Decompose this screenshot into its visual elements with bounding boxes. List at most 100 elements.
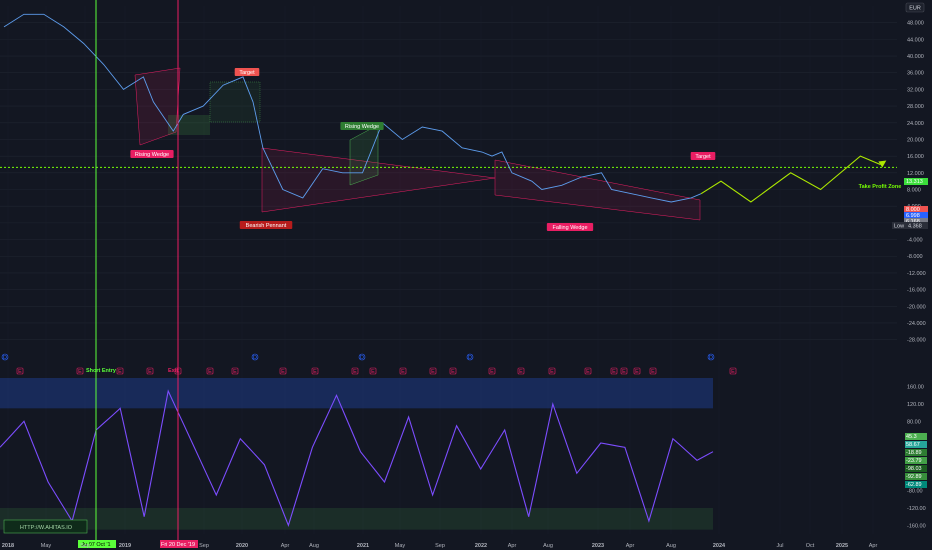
event-marker: [231, 367, 239, 375]
x-tick-label: Apr: [508, 543, 517, 549]
osc-side-badge: [905, 465, 927, 472]
osc-side-value: 45.3: [906, 434, 917, 440]
osc-side-value: -62.89: [906, 482, 922, 488]
osc-side-badge: [905, 473, 927, 480]
target-zone: [168, 115, 210, 135]
event-marker: [369, 367, 377, 375]
x-tick-label: Sep: [80, 543, 90, 549]
event-marker-label: E: [78, 369, 82, 375]
x-tick-label: Aug: [309, 543, 319, 549]
annotation-label: Take Profit Zone: [859, 184, 902, 190]
event-marker: [729, 367, 737, 375]
event-marker-label: D: [468, 355, 472, 361]
target-zone-outline: [209, 81, 261, 123]
osc-side-value: -98.03: [906, 466, 922, 472]
event-marker-label: E: [586, 369, 590, 375]
rising-wedge-zone: [134, 67, 181, 146]
osc-side-badge: [905, 433, 927, 440]
event-marker: [449, 367, 457, 375]
watermark-box: [3, 519, 88, 534]
event-marker: [358, 353, 366, 361]
vertical-line-date-box: [78, 540, 116, 548]
annotation-label: Target: [239, 70, 255, 76]
x-tick-label: Jul: [776, 543, 783, 549]
event-marker-label: D: [709, 355, 713, 361]
event-marker: [584, 367, 592, 375]
event-marker-label: E: [353, 369, 357, 375]
patterns: [0, 67, 897, 221]
osc-side-value: -18.89: [906, 450, 922, 456]
x-tick-label: 2022: [475, 543, 487, 549]
x-tick-label: Oct: [806, 543, 815, 549]
osc-overbought-band: [0, 378, 713, 409]
event-marker-label: E: [635, 369, 639, 375]
vertical-line-label: Short Entry: [86, 368, 117, 374]
event-marker-label: E: [281, 369, 285, 375]
event-marker-label: E: [622, 369, 626, 375]
x-tick-label: Sep: [435, 543, 445, 549]
annotation-label: Falling Wedge: [552, 225, 587, 231]
annotation-box: [239, 221, 293, 229]
event-marker-label: D: [253, 355, 257, 361]
annotation-box: [690, 152, 716, 160]
y-tick-label: 44.000: [907, 37, 924, 43]
x-axis[interactable]: 2018 May Sep 2019 Sep 2020 Apr Aug 2021 May Sep 202…: [2, 543, 878, 549]
annotation-box: [234, 68, 260, 76]
vertical-lines: Short Entry Ju 07 Oct '1 Exit Fri 20 Dec '1…: [3, 0, 198, 548]
projection-arrowhead: [878, 160, 887, 168]
y-tick-label: -8.000: [907, 254, 923, 260]
low-badge: [892, 222, 928, 229]
falling-wedge-zone: [494, 159, 701, 221]
osc-tick-label: -120.00: [907, 506, 926, 512]
event-marker-label: E: [148, 369, 152, 375]
event-marker: [429, 367, 437, 375]
y-tick-label: -20.000: [907, 304, 926, 310]
osc-side-value: -92.89: [906, 474, 922, 480]
event-marker-label: E: [18, 369, 22, 375]
event-marker: [1, 353, 9, 361]
y-axis[interactable]: 48.000 44.000 40.000 36.000 32.000 28.000 24.0…: [892, 21, 928, 530]
event-marker: [488, 367, 496, 375]
x-tick-label: May: [41, 543, 52, 549]
x-tick-label: 2023: [592, 543, 604, 549]
event-marker: [633, 367, 641, 375]
osc-tick-label: 160.00: [907, 385, 924, 391]
y-tick-label: -16.000: [907, 288, 926, 294]
event-marker-label: E: [233, 369, 237, 375]
price-layer: [3, 13, 887, 203]
price-badge: [904, 178, 928, 185]
osc-oversold-band: [0, 508, 713, 530]
event-marker: [76, 367, 84, 375]
event-marker: [517, 367, 525, 375]
event-marker: [16, 367, 24, 375]
y-tick-label: 36.000: [907, 71, 924, 77]
osc-tick-label: -160.00: [907, 523, 926, 529]
low-label: Low: [894, 224, 904, 230]
price-badge: [904, 218, 928, 225]
y-tick-label: 20.000: [907, 137, 924, 143]
event-marker: [548, 367, 556, 375]
projection-line: [700, 155, 881, 203]
event-marker-label: E: [519, 369, 523, 375]
x-tick-label: 2024: [713, 543, 726, 549]
y-tick-label: 8.000: [907, 188, 921, 194]
x-tick-label: Apr: [869, 543, 878, 549]
event-marker: [174, 367, 182, 375]
price-badge-value: 8.000: [906, 207, 920, 213]
event-marker-label: E: [651, 369, 655, 375]
event-markers: DE E E E E E EDE E EDE E E EDE E E E E E E EDE: [1, 353, 737, 375]
currency-badge[interactable]: EUR: [905, 2, 925, 13]
y-tick-label: 28.000: [907, 104, 924, 110]
event-marker: [620, 367, 628, 375]
osc-tick-label: -80.00: [907, 489, 923, 495]
event-marker-label: E: [431, 369, 435, 375]
osc-side-value: 58.67: [906, 442, 920, 448]
x-tick-label: 2020: [236, 543, 248, 549]
oscillator-line: [0, 389, 714, 527]
osc-side-badge: [905, 449, 927, 456]
y-tick-label: 40.000: [907, 54, 924, 60]
currency-label: EUR: [909, 6, 921, 12]
event-marker: [399, 367, 407, 375]
event-marker: [146, 367, 154, 375]
